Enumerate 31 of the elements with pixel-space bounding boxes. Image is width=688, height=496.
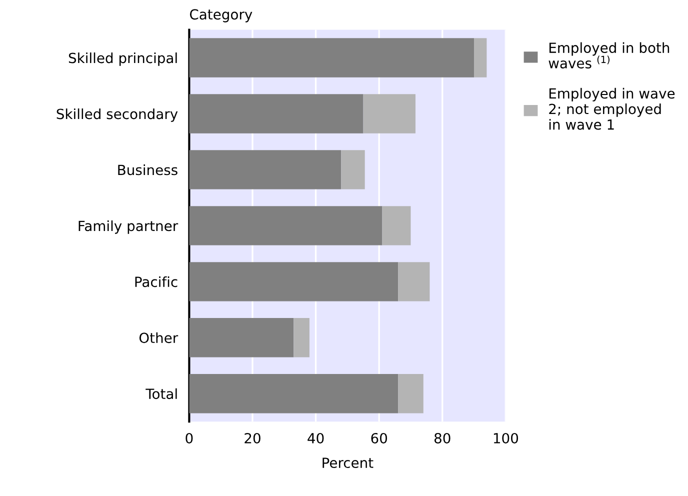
bar <box>189 262 398 302</box>
legend-label: Employed in wave 2; not employed in wave 1 <box>549 88 675 130</box>
bar <box>189 38 474 78</box>
bar <box>382 206 411 246</box>
bar <box>398 262 430 302</box>
bar <box>474 38 487 78</box>
bar <box>341 150 365 190</box>
bar <box>398 374 424 414</box>
bar <box>189 150 342 190</box>
x-tick-label: 0 <box>186 432 193 444</box>
x-axis-title: Percent <box>322 458 374 468</box>
bar <box>189 374 398 414</box>
bar <box>363 94 416 134</box>
bar <box>189 94 364 134</box>
y-tick-label: Total <box>146 388 177 400</box>
x-tick-label: 80 <box>434 432 450 444</box>
y-tick-label: Family partner <box>78 220 178 234</box>
x-tick-label: 40 <box>308 432 324 444</box>
y-axis-title: Category <box>190 9 252 22</box>
bar <box>189 206 382 246</box>
y-tick-label: Pacific <box>135 276 178 288</box>
x-tick-label: 100 <box>494 432 518 444</box>
y-tick-label: Skilled secondary <box>56 108 178 122</box>
x-tick-label: 20 <box>244 432 260 444</box>
bar <box>189 318 294 358</box>
legend-label: Employed in both waves $^{(1)}$ <box>548 42 670 68</box>
y-tick-label: Skilled principal <box>68 52 177 66</box>
y-tick-label: Other <box>139 332 178 344</box>
y-tick-label: Business <box>118 164 178 176</box>
bar <box>294 318 310 358</box>
x-tick-label: 60 <box>371 432 387 444</box>
